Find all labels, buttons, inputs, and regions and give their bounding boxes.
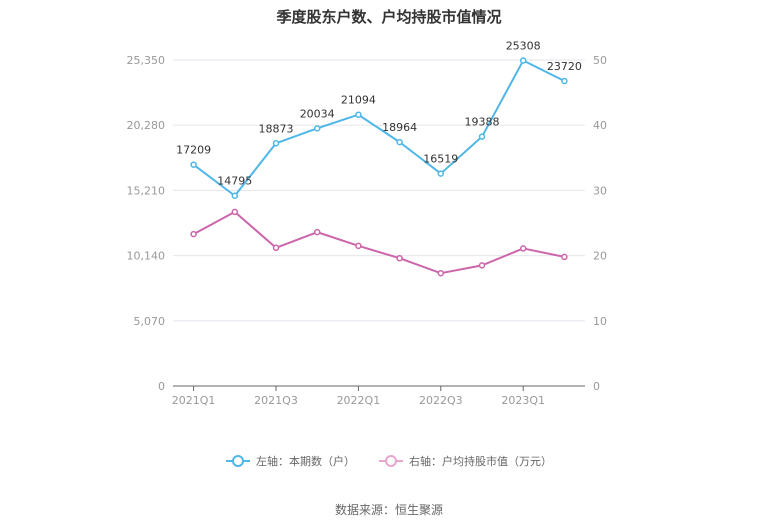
- left-series-point: [396, 138, 403, 146]
- right-axis-tick-label: 10: [593, 315, 607, 328]
- x-axis-tick-label: 2021Q1: [172, 394, 216, 407]
- data-labels: 17209 14795 18873 20034 21094 18964 16519 19388…: [176, 40, 582, 188]
- x-axis-tick-label: 2022Q1: [337, 394, 381, 407]
- axes: 0 0 5,070 10 10,140 20 15,210 30 20,280 40 25,350 5…: [127, 54, 608, 407]
- left-series-point: [272, 140, 280, 147]
- data-label: 23720: [547, 60, 582, 73]
- left-axis-tick-label: 5,070: [134, 315, 166, 328]
- right-series-point: [561, 253, 568, 261]
- left-axis-tick-label: 0: [158, 380, 165, 393]
- right-series-point: [355, 242, 362, 250]
- grid-lines: [173, 59, 585, 322]
- data-label: 19388: [465, 116, 500, 129]
- right-series-point: [272, 244, 280, 252]
- left-axis-tick-label: 15,210: [127, 184, 166, 197]
- left-series-point: [231, 192, 239, 199]
- data-label: 25308: [506, 40, 541, 53]
- right-axis-tick-label: 50: [593, 54, 607, 67]
- right-axis-tick-label: 20: [593, 250, 607, 263]
- data-source: 数据来源：恒生聚源: [334, 503, 443, 517]
- left-series-point: [519, 57, 527, 64]
- legend-left-label: 左轴：本期数（户）: [256, 455, 355, 468]
- right-axis-tick-label: 0: [593, 380, 600, 393]
- data-label: 18964: [382, 121, 417, 134]
- right-series-point: [231, 208, 239, 216]
- left-axis-tick-label: 25,350: [127, 54, 166, 67]
- right-series-line: [193, 210, 565, 275]
- x-axis-tick-label: 2021Q3: [254, 394, 298, 407]
- right-series-point: [519, 245, 527, 252]
- legend-right-label: 右轴：户均持股市值（万元）: [409, 455, 552, 468]
- right-series-point: [478, 262, 486, 269]
- x-axis-tick-label: 2023Q1: [501, 394, 545, 407]
- left-axis-tick-label: 10,140: [127, 250, 166, 263]
- x-axis-tick-label: 2022Q3: [419, 394, 463, 407]
- chart-title: 季度股东户数、户均持股市值情况: [276, 8, 502, 26]
- right-series-point: [313, 228, 321, 236]
- left-series-point: [437, 170, 445, 177]
- right-series-point: [396, 254, 403, 262]
- left-series-point: [190, 161, 197, 168]
- series-right: [190, 208, 568, 277]
- data-label: 18873: [259, 122, 294, 135]
- data-label: 17209: [176, 144, 211, 157]
- legend-item-right[interactable]: 右轴：户均持股市值（万元）: [379, 453, 552, 469]
- left-series-point: [561, 77, 568, 85]
- right-series-point: [190, 230, 197, 238]
- data-label: 20034: [300, 107, 335, 120]
- legend: 左轴：本期数（户） 右轴：户均持股市值（万元）: [0, 453, 778, 469]
- legend-left-marker-icon: [226, 454, 250, 468]
- data-label: 16519: [423, 153, 458, 166]
- left-series-line: [192, 59, 565, 197]
- left-axis-tick-label: 20,280: [127, 119, 166, 132]
- right-series-point: [437, 269, 445, 277]
- legend-right-marker-icon: [379, 454, 403, 468]
- data-label: 14795: [217, 175, 252, 188]
- right-axis-tick-label: 30: [593, 184, 607, 197]
- data-label: 21094: [341, 94, 376, 107]
- right-axis-tick-label: 40: [593, 119, 607, 132]
- left-series-point: [355, 111, 362, 118]
- legend-item-left[interactable]: 左轴：本期数（户）: [226, 453, 355, 469]
- left-series-point: [313, 125, 321, 132]
- left-series-point: [478, 133, 486, 140]
- series-left: [190, 57, 568, 199]
